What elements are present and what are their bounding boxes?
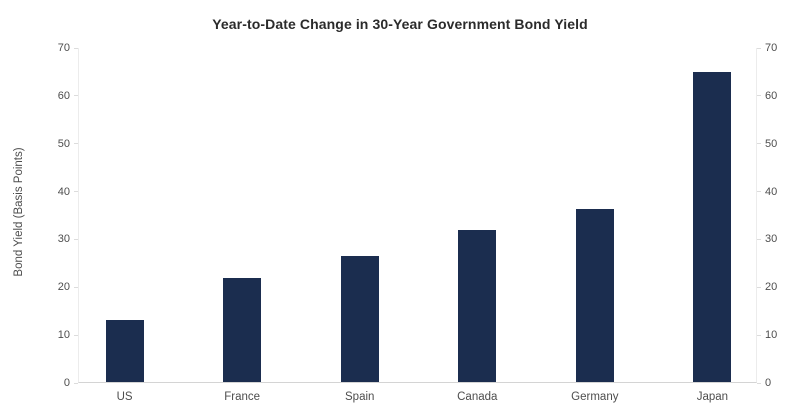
bar-japan — [693, 72, 732, 382]
y-tick-mark-left — [74, 238, 78, 240]
x-label-japan: Japan — [696, 391, 729, 403]
y-tick-label-left: 40 — [57, 185, 70, 198]
y-tick-mark-left — [74, 382, 78, 384]
bar-germany — [575, 208, 614, 382]
y-tick-mark-right — [757, 334, 761, 336]
y-tick-label-left: 50 — [57, 137, 70, 150]
bar-us — [105, 319, 144, 382]
y-tick-label-left: 10 — [57, 329, 70, 342]
y-tick-label-left: 30 — [57, 233, 70, 246]
y-tick-label-right: 70 — [765, 42, 778, 54]
y-tick-mark-right — [757, 238, 761, 240]
y-tick-mark-left — [74, 191, 78, 193]
x-label-us: US — [116, 391, 133, 403]
y-tick-label-right: 30 — [765, 233, 778, 246]
chart-title: Year-to-Date Change in 30-Year Governmen… — [212, 16, 588, 32]
y-tick-mark-left — [74, 286, 78, 288]
x-label-germany: Germany — [571, 391, 619, 403]
y-tick-mark-left — [74, 143, 78, 145]
y-tick-mark-right — [757, 286, 761, 288]
plot-area: 0 0 10 10 20 20 30 30 40 40 50 50 60 60 70 70 US France Sp… — [58, 42, 778, 403]
y-tick-label-left: 60 — [57, 89, 70, 102]
y-tick-label-right: 0 — [765, 377, 772, 389]
y-tick-mark-right — [757, 191, 761, 193]
bar-canada — [458, 229, 497, 382]
y-tick-mark-right — [757, 382, 761, 384]
y-tick-label-right: 40 — [765, 185, 778, 198]
y-tick-label-left: 0 — [63, 377, 70, 389]
y-axis-title: Bond Yield (Basis Points) — [13, 147, 25, 277]
x-label-canada: Canada — [457, 391, 498, 403]
y-tick-label-left: 20 — [57, 281, 70, 294]
y-tick-label-right: 20 — [765, 281, 778, 294]
y-tick-mark-right — [757, 95, 761, 97]
y-tick-label-left: 70 — [57, 42, 70, 54]
x-label-france: France — [224, 391, 261, 403]
y-tick-mark-left — [74, 47, 78, 49]
bar-spain — [340, 256, 379, 382]
y-tick-label-right: 10 — [765, 329, 778, 342]
bar-france — [223, 277, 262, 382]
y-tick-mark-left — [74, 334, 78, 336]
y-tick-label-right: 60 — [765, 89, 778, 102]
y-tick-label-right: 50 — [765, 137, 778, 150]
y-tick-mark-left — [74, 95, 78, 97]
x-label-spain: Spain — [345, 391, 375, 403]
y-tick-mark-right — [757, 47, 761, 49]
y-tick-mark-right — [757, 143, 761, 145]
